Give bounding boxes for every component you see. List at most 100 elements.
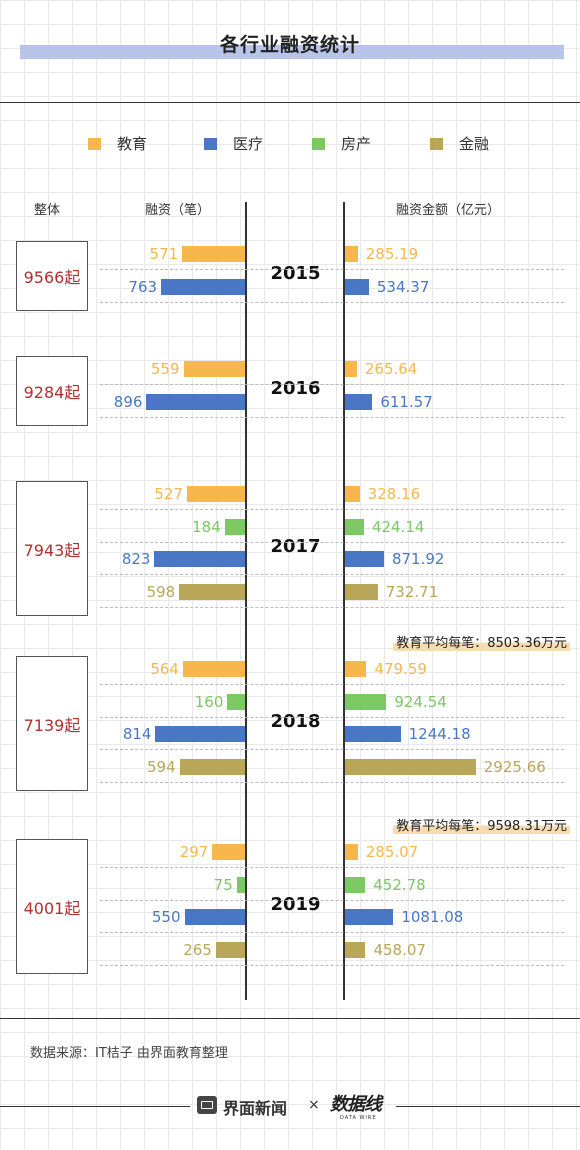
- header-count: 融资（笔）: [145, 203, 211, 218]
- row-separator: [100, 541, 564, 543]
- row-separator: [100, 684, 564, 685]
- row-separator: [100, 899, 564, 901]
- count-label-2017-medical: 823: [121, 550, 151, 568]
- count-label-2016-medical: 896: [113, 392, 143, 411]
- count-label-2015-medical: 763: [128, 277, 158, 296]
- row-separator: [100, 964, 564, 966]
- amount-label-2017-realestate: 424.14: [371, 517, 425, 536]
- bottom-rule: [0, 1018, 580, 1019]
- row-separator: [100, 269, 564, 270]
- footer-separator: ×: [308, 1097, 320, 1113]
- count-label-2015-education: 571: [149, 245, 179, 263]
- amount-label-2019-realestate: 452.78: [373, 875, 426, 894]
- amount-bar-2017-medical: [345, 551, 384, 567]
- footer-line-right: [396, 1106, 580, 1107]
- count-bar-2018-education: [182, 661, 245, 677]
- legend-item-education: 教育: [88, 133, 147, 154]
- amount-label-2019-education: 285.07: [365, 843, 419, 861]
- count-bar-2019-medical: [184, 909, 245, 925]
- annotation-2019: 教育平均每笔：9598.31万元: [393, 815, 570, 834]
- total-box-2017: 7943起: [16, 481, 88, 616]
- count-bar-2016-education: [183, 361, 245, 377]
- amount-bar-2016-education: [345, 361, 357, 377]
- legend-item-medical: 医疗: [204, 133, 263, 154]
- year-label-2016: 2016: [270, 378, 321, 399]
- total-box-2015: 9566起: [16, 241, 88, 311]
- amount-bar-2017-finance: [345, 583, 378, 600]
- row-separator: [100, 867, 564, 868]
- brand-name: 界面新闻: [223, 1099, 288, 1118]
- count-label-2019-medical: 550: [151, 908, 181, 926]
- amount-bar-2018-finance: [345, 758, 476, 775]
- amount-bar-2019-finance: [345, 941, 366, 958]
- total-box-2018: 7139起: [16, 656, 88, 791]
- amount-label-2019-medical: 1081.08: [401, 908, 464, 926]
- year-label-2015: 2015: [270, 263, 321, 284]
- row-separator: [100, 781, 564, 783]
- legend-label-education: 教育: [117, 135, 148, 153]
- count-bar-2017-realestate: [224, 518, 245, 535]
- total-box-2016: 9284起: [16, 356, 88, 426]
- count-label-2018-finance: 594: [147, 757, 176, 776]
- left-axis-line: [245, 202, 247, 1000]
- count-bar-2017-education: [187, 486, 245, 502]
- legend-swatch-medical: [204, 137, 217, 150]
- count-bar-2018-realestate: [227, 693, 245, 710]
- amount-bar-2019-medical: [345, 909, 394, 925]
- legend-label-realestate: 房产: [341, 135, 372, 153]
- amount-label-2016-medical: 611.57: [380, 392, 433, 411]
- year-label-2017: 2017: [270, 535, 321, 557]
- count-bar-2019-realestate: [236, 876, 245, 893]
- count-label-2017-education: 527: [154, 485, 184, 503]
- row-separator: [100, 932, 564, 933]
- legend-label-medical: 医疗: [233, 135, 264, 153]
- amount-label-2017-medical: 871.92: [391, 550, 445, 568]
- amount-label-2019-finance: 458.07: [373, 940, 426, 959]
- amount-label-2017-finance: 732.71: [385, 582, 439, 601]
- partner-logo-sub: DATA WIRE: [340, 1115, 377, 1121]
- amount-label-2015-medical: 534.37: [376, 277, 430, 296]
- header-overall: 整体: [34, 203, 61, 218]
- legend-item-realestate: 房产: [312, 133, 371, 154]
- count-bar-2019-education: [212, 844, 245, 860]
- count-bar-2018-medical: [155, 726, 245, 742]
- amount-bar-2019-education: [345, 844, 358, 860]
- amount-bar-2015-education: [345, 246, 358, 262]
- amount-label-2018-finance: 2925.66: [483, 757, 546, 776]
- count-bar-2015-medical: [161, 278, 245, 295]
- amount-bar-2018-medical: [345, 726, 401, 742]
- amount-bar-2016-medical: [345, 393, 373, 410]
- row-separator: [100, 301, 564, 303]
- row-separator: [100, 416, 564, 418]
- footer-line-left: [0, 1106, 190, 1107]
- right-axis-line: [343, 202, 345, 1000]
- count-bar-2017-medical: [154, 551, 245, 567]
- amount-label-2018-medical: 1244.18: [408, 725, 471, 743]
- year-label-2018: 2018: [270, 710, 321, 732]
- count-label-2017-realestate: 184: [192, 517, 221, 536]
- row-separator: [100, 509, 564, 510]
- amount-label-2015-education: 285.19: [365, 245, 419, 263]
- total-box-2019: 4001起: [16, 839, 88, 974]
- count-bar-2015-education: [182, 246, 245, 262]
- legend-swatch-realestate: [312, 137, 325, 150]
- header-amount: 融资金额（亿元）: [396, 203, 501, 218]
- row-separator: [100, 384, 564, 385]
- count-bar-2016-medical: [146, 393, 245, 410]
- count-bar-2017-finance: [179, 583, 245, 600]
- count-label-2017-finance: 598: [146, 582, 176, 601]
- count-label-2018-medical: 814: [122, 725, 152, 743]
- brand-logo-icon: [197, 1096, 217, 1114]
- amount-label-2016-education: 265.64: [364, 360, 418, 378]
- partner-logo: 数据线: [330, 1094, 382, 1115]
- row-separator: [100, 606, 564, 608]
- count-label-2019-education: 297: [179, 843, 209, 861]
- count-bar-2018-finance: [179, 758, 245, 775]
- top-rule: [0, 102, 580, 103]
- amount-bar-2017-education: [345, 486, 360, 502]
- amount-bar-2018-education: [345, 661, 367, 677]
- legend-item-finance: 金融: [430, 133, 489, 154]
- count-label-2018-realestate: 160: [194, 692, 224, 711]
- row-separator: [100, 749, 564, 750]
- legend-label-finance: 金融: [459, 135, 490, 153]
